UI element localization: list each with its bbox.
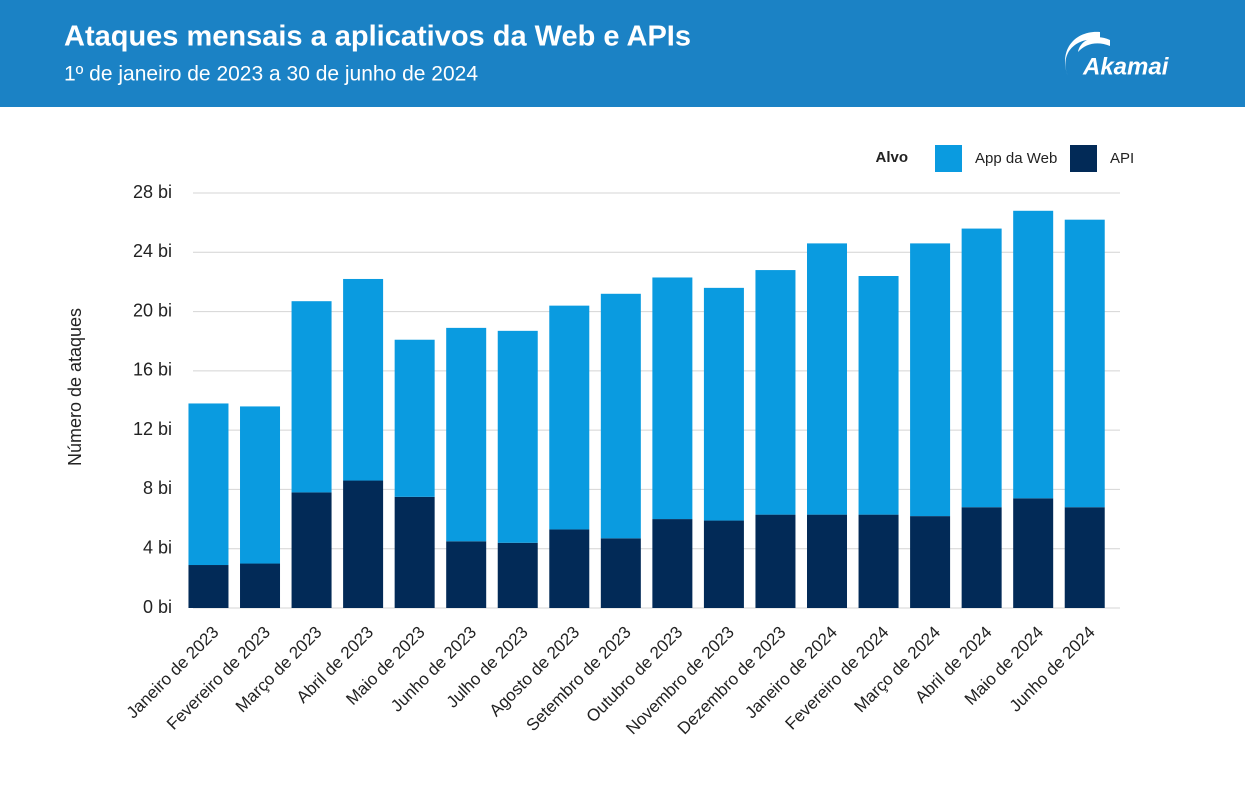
bar-segment	[1013, 498, 1054, 608]
y-tick-label: 20 bi	[133, 300, 172, 320]
bar-segment	[343, 278, 384, 481]
bar-segment	[703, 520, 744, 608]
bar-segment	[755, 270, 796, 515]
bar-segment	[1064, 507, 1105, 608]
bar-segment	[240, 563, 281, 608]
bar-segment	[652, 519, 693, 608]
legend-label: App da Web	[975, 150, 1057, 167]
y-tick-label: 16 bi	[133, 360, 172, 380]
logo-swoosh	[1065, 31, 1100, 76]
bar-segment	[600, 538, 641, 608]
y-tick-label: 28 bi	[133, 182, 172, 202]
legend-swatch	[935, 145, 962, 172]
bar-segment	[858, 276, 899, 515]
bar-segment	[961, 507, 1002, 608]
y-tick-label: 0 bi	[143, 597, 172, 617]
bar-segment	[291, 492, 332, 608]
bar-segment	[703, 287, 744, 521]
bar-segment	[858, 514, 899, 608]
bar-segment	[549, 529, 590, 608]
x-tick-label: Janeiro de 2023	[123, 623, 223, 723]
bar-segment	[240, 406, 281, 564]
bar-segment	[343, 480, 384, 608]
legend-label: API	[1110, 150, 1134, 167]
logo-swoosh	[1078, 37, 1110, 52]
y-tick-label: 8 bi	[143, 478, 172, 498]
bar-segment	[910, 243, 951, 517]
y-axis-label: Número de ataques	[65, 308, 85, 466]
bar-segment	[807, 243, 848, 515]
bar-segment	[549, 305, 590, 530]
bar-segment	[1064, 219, 1105, 508]
bar-segment	[188, 403, 229, 566]
chart-subtitle: 1º de janeiro de 2023 a 30 de junho de 2…	[64, 63, 478, 86]
chart-title: Ataques mensais a aplicativos da Web e A…	[64, 21, 691, 53]
bar-segment	[807, 514, 848, 608]
bar-segment	[188, 565, 229, 608]
logo-text: Akamai	[1082, 53, 1170, 80]
x-tick-label: Janeiro de 2024	[741, 623, 841, 723]
bar-segment	[394, 339, 435, 497]
x-tick-label: Outubro de 2023	[583, 623, 687, 727]
bar-segment	[394, 496, 435, 608]
bar-segment	[600, 293, 641, 539]
bar-segment	[497, 330, 538, 543]
bar-segment	[910, 516, 951, 608]
header-band	[0, 0, 1245, 107]
y-tick-label: 12 bi	[133, 419, 172, 439]
bar-segment	[497, 542, 538, 608]
bar-segment	[446, 327, 487, 542]
legend-swatch	[1070, 145, 1097, 172]
bar-segment	[291, 301, 332, 493]
bar-segment	[961, 228, 1002, 508]
bar-segment	[446, 541, 487, 608]
y-tick-label: 4 bi	[143, 537, 172, 557]
bar-segment	[1013, 210, 1054, 499]
legend-title: Alvo	[875, 149, 908, 166]
x-tick-label: Agosto de 2023	[486, 623, 584, 721]
logo: Akamai	[1065, 31, 1170, 80]
bar-segment	[652, 277, 693, 520]
y-tick-label: 24 bi	[133, 241, 172, 261]
bar-segment	[755, 514, 796, 608]
